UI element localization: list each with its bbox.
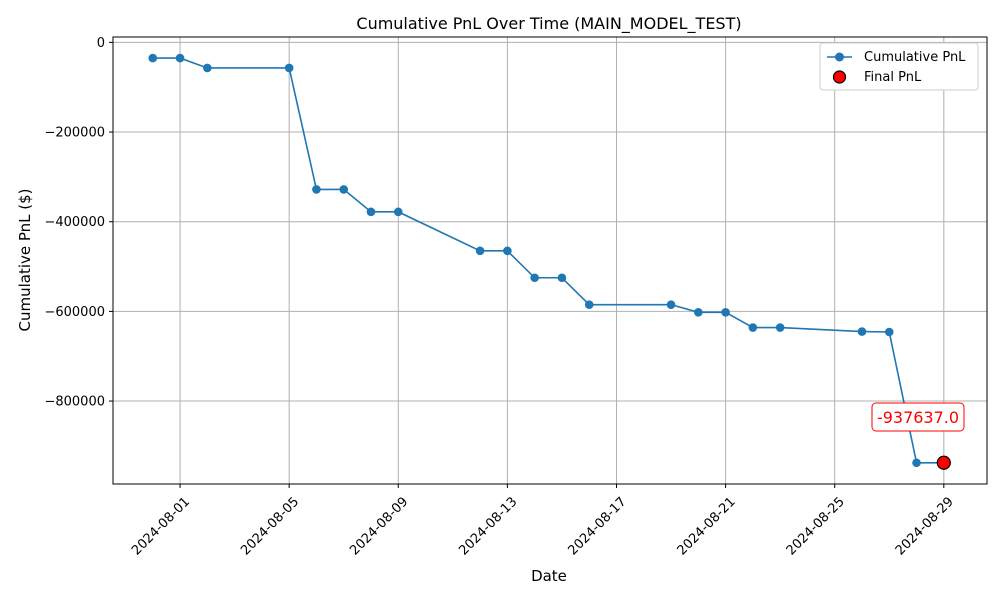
data-point xyxy=(339,185,349,194)
legend-label-cumulative-pnl: Cumulative PnL xyxy=(864,50,966,65)
data-point xyxy=(203,63,212,73)
data-point xyxy=(748,323,758,332)
final-pnl-annotation-box xyxy=(871,402,965,432)
data-point xyxy=(312,185,321,194)
x-tick-label: 2024-08-17 xyxy=(565,494,629,558)
data-point xyxy=(857,327,867,336)
legend-box xyxy=(819,42,979,91)
data-point xyxy=(284,63,294,73)
data-point xyxy=(884,327,894,337)
data-point xyxy=(584,300,594,309)
final-pnl-point xyxy=(936,455,951,470)
legend-marker-cumulative-pnl xyxy=(835,52,844,62)
series-line-cumulative-pnl xyxy=(152,57,944,464)
grid-layer xyxy=(113,37,987,484)
data-point xyxy=(775,323,785,332)
y-axis-label: Cumulative PnL ($) xyxy=(16,188,34,331)
legend: Cumulative PnL Final PnL xyxy=(819,42,979,91)
tick-layer: 2024-08-01 2024-08-05 2024-08-09 2024-08-13… xyxy=(44,36,956,559)
annotation-layer: -937637.0 xyxy=(871,402,965,470)
chart-title: Cumulative PnL Over Time (MAIN_MODEL_TES… xyxy=(356,14,741,34)
data-point xyxy=(393,207,403,217)
data-point xyxy=(530,273,539,283)
data-point xyxy=(694,307,703,317)
data-point xyxy=(366,207,376,217)
data-point xyxy=(503,246,512,256)
x-tick-label: 2024-08-29 xyxy=(893,494,957,558)
x-tick-label: 2024-08-21 xyxy=(675,494,739,558)
data-point xyxy=(557,273,567,283)
final-pnl-annotation-label: -937637.0 xyxy=(877,408,959,427)
y-tick-label: −200000 xyxy=(44,126,105,141)
x-tick-label: 2024-08-05 xyxy=(238,494,302,558)
data-point xyxy=(666,300,676,309)
x-tick-label: 2024-08-09 xyxy=(347,494,411,558)
data-point xyxy=(912,458,921,468)
data-point xyxy=(175,53,185,63)
series-layer xyxy=(148,53,949,468)
data-point xyxy=(475,246,485,256)
data-point xyxy=(148,53,158,63)
y-tick-label: −600000 xyxy=(44,305,105,320)
legend-marker-final-pnl xyxy=(832,70,847,84)
x-tick-label: 2024-08-13 xyxy=(456,494,520,558)
y-tick-label: −800000 xyxy=(44,395,105,410)
y-tick-label: 0 xyxy=(97,36,105,51)
x-tick-label: 2024-08-25 xyxy=(784,494,848,558)
data-point xyxy=(721,307,730,317)
x-tick-label: 2024-08-01 xyxy=(129,494,193,558)
plot-area-frame xyxy=(112,36,988,485)
legend-label-final-pnl: Final PnL xyxy=(864,70,922,85)
y-tick-label: −400000 xyxy=(44,215,105,230)
x-axis-label: Date xyxy=(531,567,567,585)
